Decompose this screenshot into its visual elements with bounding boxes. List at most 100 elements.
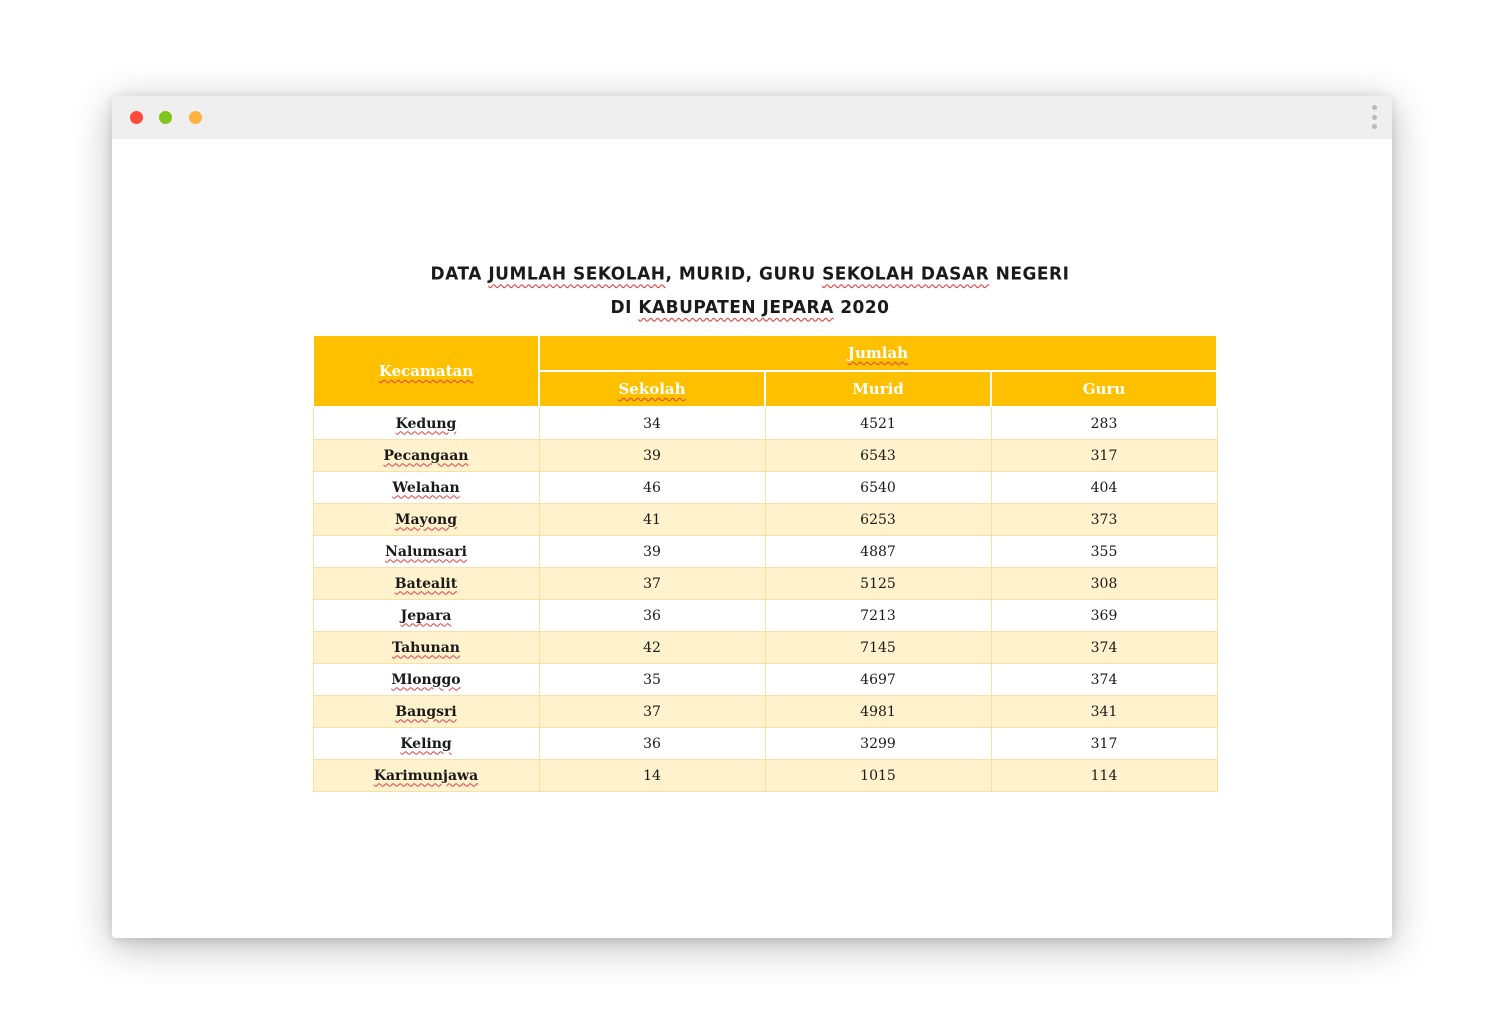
title-text: JUMLAH SEKOLAH (488, 263, 666, 285)
cell-guru: 341 (990, 695, 1218, 728)
cell-kecamatan: Jepara (312, 599, 540, 632)
cell-sekolah: 34 (538, 406, 766, 440)
cell-murid: 4521 (764, 406, 992, 440)
cell-sekolah: 39 (538, 535, 766, 568)
header-kecamatan: Kecamatan (312, 334, 540, 408)
cell-text: Kedung (395, 415, 457, 432)
header-sekolah: Sekolah (538, 370, 766, 408)
cell-text: Nalumsari (385, 543, 467, 560)
header-label: Guru (1082, 380, 1126, 398)
header-label: Sekolah (618, 380, 686, 398)
cell-kecamatan: Mayong (312, 503, 540, 536)
cell-sekolah: 37 (538, 695, 766, 728)
cell-murid: 6543 (764, 439, 992, 472)
cell-guru: 355 (990, 535, 1218, 568)
cell-kecamatan: Keling (312, 727, 540, 760)
cell-sekolah: 36 (538, 727, 766, 760)
cell-murid: 4697 (764, 663, 992, 696)
cell-kecamatan: Welahan (312, 471, 540, 504)
cell-sekolah: 39 (538, 439, 766, 472)
cell-kecamatan: Tahunan (312, 631, 540, 664)
kebab-menu-icon[interactable] (1370, 105, 1378, 129)
kebab-dot (1371, 124, 1377, 129)
cell-guru: 283 (990, 406, 1218, 440)
cell-text: Karimunjawa (373, 767, 479, 784)
minimize-window-button[interactable] (159, 111, 172, 124)
table-row: Pecangaan 39 6543 317 (312, 439, 1218, 472)
data-table: Kecamatan Jumlah Sekolah Murid Guru (312, 334, 1218, 792)
document-title: DATA JUMLAH SEKOLAH, MURID, GURU SEKOLAH… (112, 257, 1388, 324)
cell-guru: 373 (990, 503, 1218, 536)
title-text: DI (610, 297, 639, 319)
title-text: KABUPATEN JEPARA (638, 297, 834, 319)
page-content: DATA JUMLAH SEKOLAH, MURID, GURU SEKOLAH… (112, 139, 1392, 938)
title-text: , MURID, GURU (665, 263, 823, 285)
cell-murid: 3299 (764, 727, 992, 760)
table-row: Jepara 36 7213 369 (312, 599, 1218, 632)
cell-sekolah: 42 (538, 631, 766, 664)
cell-murid: 5125 (764, 567, 992, 600)
cell-guru: 374 (990, 631, 1218, 664)
cell-kecamatan: Nalumsari (312, 535, 540, 568)
header-murid: Murid (764, 370, 992, 408)
cell-guru: 374 (990, 663, 1218, 696)
cell-sekolah: 37 (538, 567, 766, 600)
table-row: Mayong 41 6253 373 (312, 503, 1218, 536)
table-body: Kedung 34 4521 283 Pecangaan 39 6543 317… (312, 406, 1218, 792)
header-label: Kecamatan (378, 362, 474, 380)
cell-murid: 4887 (764, 535, 992, 568)
maximize-window-button[interactable] (189, 111, 202, 124)
cell-kecamatan: Mlonggo (312, 663, 540, 696)
cell-guru: 369 (990, 599, 1218, 632)
cell-sekolah: 46 (538, 471, 766, 504)
cell-guru: 317 (990, 439, 1218, 472)
header-jumlah: Jumlah (538, 334, 1218, 372)
cell-murid: 6540 (764, 471, 992, 504)
table-row: Bangsri 37 4981 341 (312, 695, 1218, 728)
cell-sekolah: 41 (538, 503, 766, 536)
cell-murid: 4981 (764, 695, 992, 728)
cell-kecamatan: Bangsri (312, 695, 540, 728)
cell-text: Pecangaan (383, 447, 469, 464)
table-row: Karimunjawa 14 1015 114 (312, 759, 1218, 792)
cell-kecamatan: Kedung (312, 406, 540, 440)
cell-murid: 6253 (764, 503, 992, 536)
cell-text: Tahunan (392, 639, 460, 656)
title-text: DATA (430, 263, 489, 285)
cell-guru: 404 (990, 471, 1218, 504)
cell-sekolah: 14 (538, 759, 766, 792)
header-label: Jumlah (847, 344, 909, 362)
cell-kecamatan: Pecangaan (312, 439, 540, 472)
cell-text: Keling (400, 735, 452, 752)
table-row: Welahan 46 6540 404 (312, 471, 1218, 504)
cell-text: Bangsri (395, 703, 457, 720)
cell-sekolah: 35 (538, 663, 766, 696)
table-row: Keling 36 3299 317 (312, 727, 1218, 760)
cell-guru: 114 (990, 759, 1218, 792)
cell-sekolah: 36 (538, 599, 766, 632)
cell-guru: 317 (990, 727, 1218, 760)
title-line-2: DI KABUPATEN JEPARA 2020 (112, 291, 1388, 325)
table-row: Mlonggo 35 4697 374 (312, 663, 1218, 696)
cell-murid: 7145 (764, 631, 992, 664)
cell-text: Mlonggo (391, 671, 461, 688)
header-guru: Guru (990, 370, 1218, 408)
title-text: SEKOLAH DASAR (822, 263, 990, 285)
cell-text: Welahan (392, 479, 460, 496)
cell-text: Jepara (400, 607, 452, 624)
cell-murid: 1015 (764, 759, 992, 792)
title-text: 2020 (833, 297, 890, 319)
window-titlebar (112, 96, 1392, 139)
kebab-dot (1371, 114, 1377, 120)
cell-murid: 7213 (764, 599, 992, 632)
table-row: Kedung 34 4521 283 (312, 406, 1218, 440)
cell-kecamatan: Karimunjawa (312, 759, 540, 792)
title-text: NEGERI (989, 263, 1070, 285)
title-line-1: DATA JUMLAH SEKOLAH, MURID, GURU SEKOLAH… (112, 257, 1388, 291)
cell-text: Mayong (394, 511, 457, 528)
header-label: Murid (852, 380, 904, 398)
close-window-button[interactable] (130, 111, 143, 124)
table-row: Nalumsari 39 4887 355 (312, 535, 1218, 568)
table-row: Tahunan 42 7145 374 (312, 631, 1218, 664)
cell-guru: 308 (990, 567, 1218, 600)
